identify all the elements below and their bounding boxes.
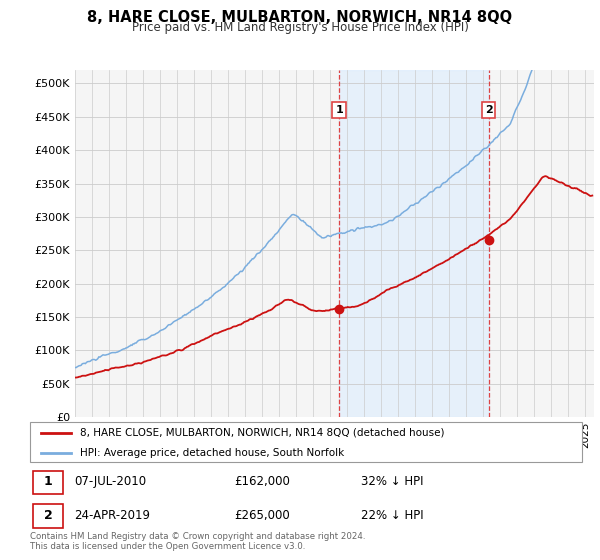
Text: 8, HARE CLOSE, MULBARTON, NORWICH, NR14 8QQ (detached house): 8, HARE CLOSE, MULBARTON, NORWICH, NR14 …	[80, 428, 444, 438]
Text: 32% ↓ HPI: 32% ↓ HPI	[361, 475, 424, 488]
Bar	[339, 70, 488, 417]
Text: 2: 2	[44, 508, 53, 522]
Text: Price paid vs. HM Land Registry's House Price Index (HPI): Price paid vs. HM Land Registry's House …	[131, 21, 469, 34]
Text: 8, HARE CLOSE, MULBARTON, NORWICH, NR14 8QQ: 8, HARE CLOSE, MULBARTON, NORWICH, NR14 …	[88, 10, 512, 25]
Text: HPI: Average price, detached house, South Norfolk: HPI: Average price, detached house, Sout…	[80, 448, 344, 458]
FancyBboxPatch shape	[33, 470, 63, 494]
Text: £265,000: £265,000	[234, 508, 290, 522]
Text: £162,000: £162,000	[234, 475, 290, 488]
Text: 24-APR-2019: 24-APR-2019	[74, 508, 150, 522]
FancyBboxPatch shape	[33, 504, 63, 528]
FancyBboxPatch shape	[30, 422, 582, 462]
Text: 22% ↓ HPI: 22% ↓ HPI	[361, 508, 424, 522]
Text: 1: 1	[335, 105, 343, 115]
Text: 1: 1	[44, 475, 53, 488]
Text: 2: 2	[485, 105, 493, 115]
Text: Contains HM Land Registry data © Crown copyright and database right 2024.
This d: Contains HM Land Registry data © Crown c…	[30, 532, 365, 552]
Text: 07-JUL-2010: 07-JUL-2010	[74, 475, 146, 488]
